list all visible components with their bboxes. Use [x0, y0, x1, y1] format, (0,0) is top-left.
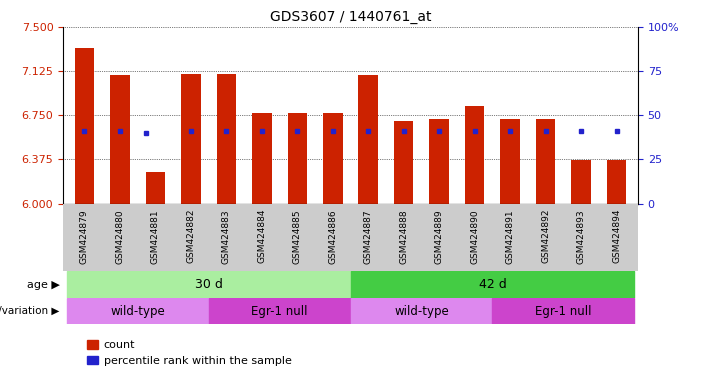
Text: age ▶: age ▶: [27, 280, 60, 290]
Bar: [110, 75, 130, 204]
Bar: [536, 119, 555, 204]
Text: GSM424887: GSM424887: [364, 209, 373, 263]
Bar: [181, 74, 200, 204]
Text: GSM424883: GSM424883: [222, 209, 231, 263]
Text: wild-type: wild-type: [110, 305, 165, 318]
Text: GSM424890: GSM424890: [470, 209, 479, 263]
Text: GSM424880: GSM424880: [116, 209, 124, 263]
Bar: [67, 298, 209, 324]
Bar: [430, 119, 449, 204]
Legend: count, percentile rank within the sample: count, percentile rank within the sample: [83, 336, 296, 371]
Text: GSM424894: GSM424894: [612, 209, 621, 263]
Bar: [146, 172, 165, 204]
Text: GSM424893: GSM424893: [577, 209, 585, 263]
Bar: [74, 48, 94, 204]
Bar: [217, 74, 236, 204]
Text: GSM424882: GSM424882: [186, 209, 196, 263]
Bar: [323, 113, 343, 204]
Title: GDS3607 / 1440761_at: GDS3607 / 1440761_at: [270, 10, 431, 25]
Bar: [287, 113, 307, 204]
Text: GSM424892: GSM424892: [541, 209, 550, 263]
Text: GSM424885: GSM424885: [293, 209, 301, 263]
Text: genotype/variation ▶: genotype/variation ▶: [0, 306, 60, 316]
Bar: [252, 113, 271, 204]
Text: GSM424891: GSM424891: [505, 209, 515, 263]
Text: GSM424881: GSM424881: [151, 209, 160, 263]
Bar: [350, 271, 634, 298]
Text: Egr-1 null: Egr-1 null: [251, 305, 308, 318]
Text: 42 d: 42 d: [479, 278, 506, 291]
Bar: [394, 121, 414, 204]
Text: wild-type: wild-type: [394, 305, 449, 318]
Text: GSM424889: GSM424889: [435, 209, 444, 263]
Text: GSM424879: GSM424879: [80, 209, 89, 263]
Bar: [501, 119, 520, 204]
Text: GSM424888: GSM424888: [400, 209, 408, 263]
Bar: [607, 160, 627, 204]
Text: GSM424884: GSM424884: [257, 209, 266, 263]
Bar: [492, 298, 634, 324]
Bar: [465, 106, 484, 204]
Bar: [67, 271, 350, 298]
Text: Egr-1 null: Egr-1 null: [535, 305, 592, 318]
Bar: [209, 298, 350, 324]
Bar: [358, 75, 378, 204]
Text: 30 d: 30 d: [195, 278, 222, 291]
Bar: [350, 298, 492, 324]
Bar: [571, 160, 591, 204]
Text: GSM424886: GSM424886: [328, 209, 337, 263]
